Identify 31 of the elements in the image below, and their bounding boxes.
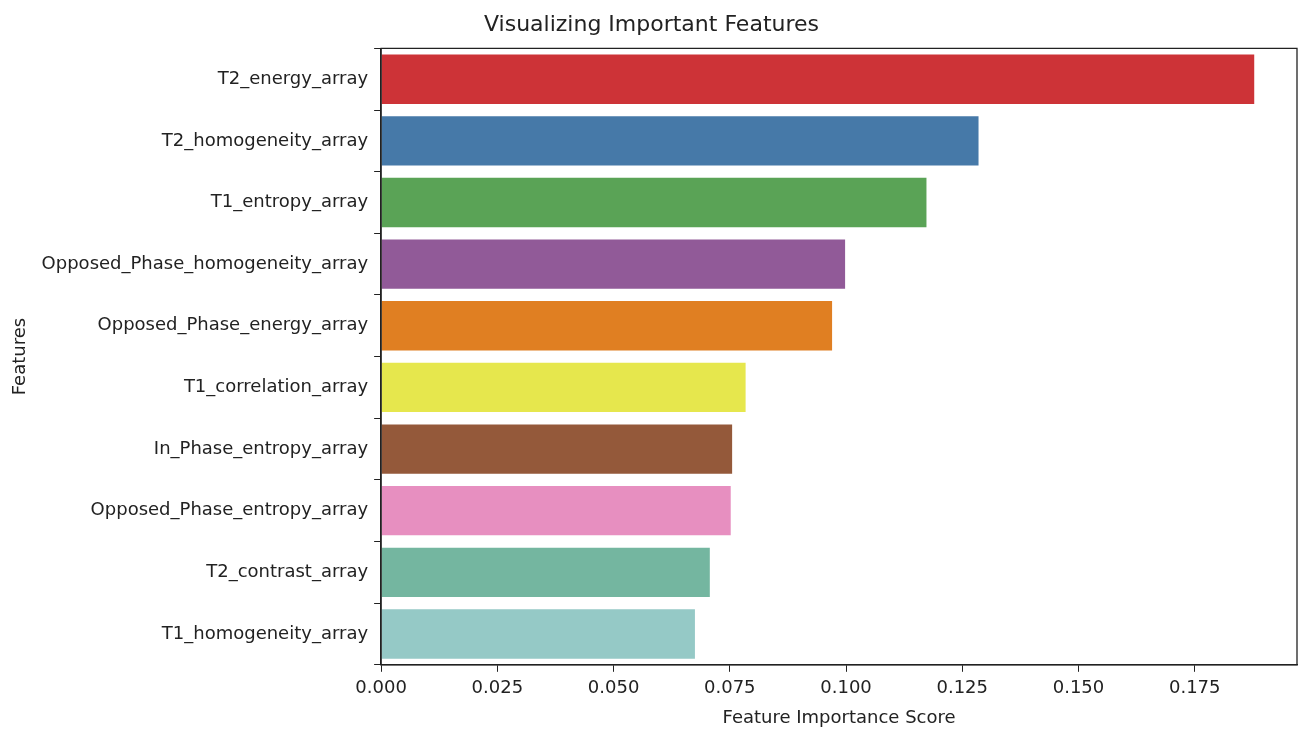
- y-tick-label: T2_homogeneity_array: [160, 128, 369, 151]
- bar: [381, 486, 731, 536]
- x-tick-label: 0.075: [704, 676, 756, 698]
- y-tick-label: In_Phase_entropy_array: [153, 436, 369, 459]
- y-tick-label: T1_correlation_array: [182, 375, 369, 398]
- x-tick-label: 0.150: [1052, 676, 1105, 698]
- x-tick-label: 0.175: [1168, 676, 1221, 698]
- y-tick-label: T1_homogeneity_array: [160, 621, 369, 644]
- bar: [381, 301, 833, 351]
- y-tick-label: Opposed_Phase_homogeneity_array: [41, 251, 369, 274]
- x-tick-label: 0.025: [471, 676, 524, 698]
- bar: [381, 116, 979, 166]
- bar: [381, 239, 846, 289]
- y-tick-label: Opposed_Phase_entropy_array: [90, 498, 369, 521]
- bar: [381, 362, 746, 413]
- bar: [381, 609, 695, 659]
- x-tick-label: 0.050: [587, 676, 640, 698]
- x-tick-label: 0.125: [936, 676, 989, 698]
- y-tick-label: T2_energy_array: [216, 66, 369, 89]
- x-tick-label: 0.100: [820, 676, 872, 698]
- bar: [381, 424, 733, 474]
- bar: [381, 547, 710, 597]
- y-tick-label: T1_entropy_array: [209, 190, 369, 213]
- x-tick-label: 0.000: [355, 676, 407, 698]
- x-axis-title: Feature Importance Score: [722, 705, 956, 727]
- y-tick-label: T2_contrast_array: [205, 560, 369, 583]
- y-axis-title: Features: [8, 317, 30, 396]
- chart-title: Visualizing Important Features: [483, 10, 820, 36]
- y-tick-label: Opposed_Phase_energy_array: [97, 313, 369, 336]
- bar: [381, 54, 1255, 104]
- bar: [381, 177, 927, 228]
